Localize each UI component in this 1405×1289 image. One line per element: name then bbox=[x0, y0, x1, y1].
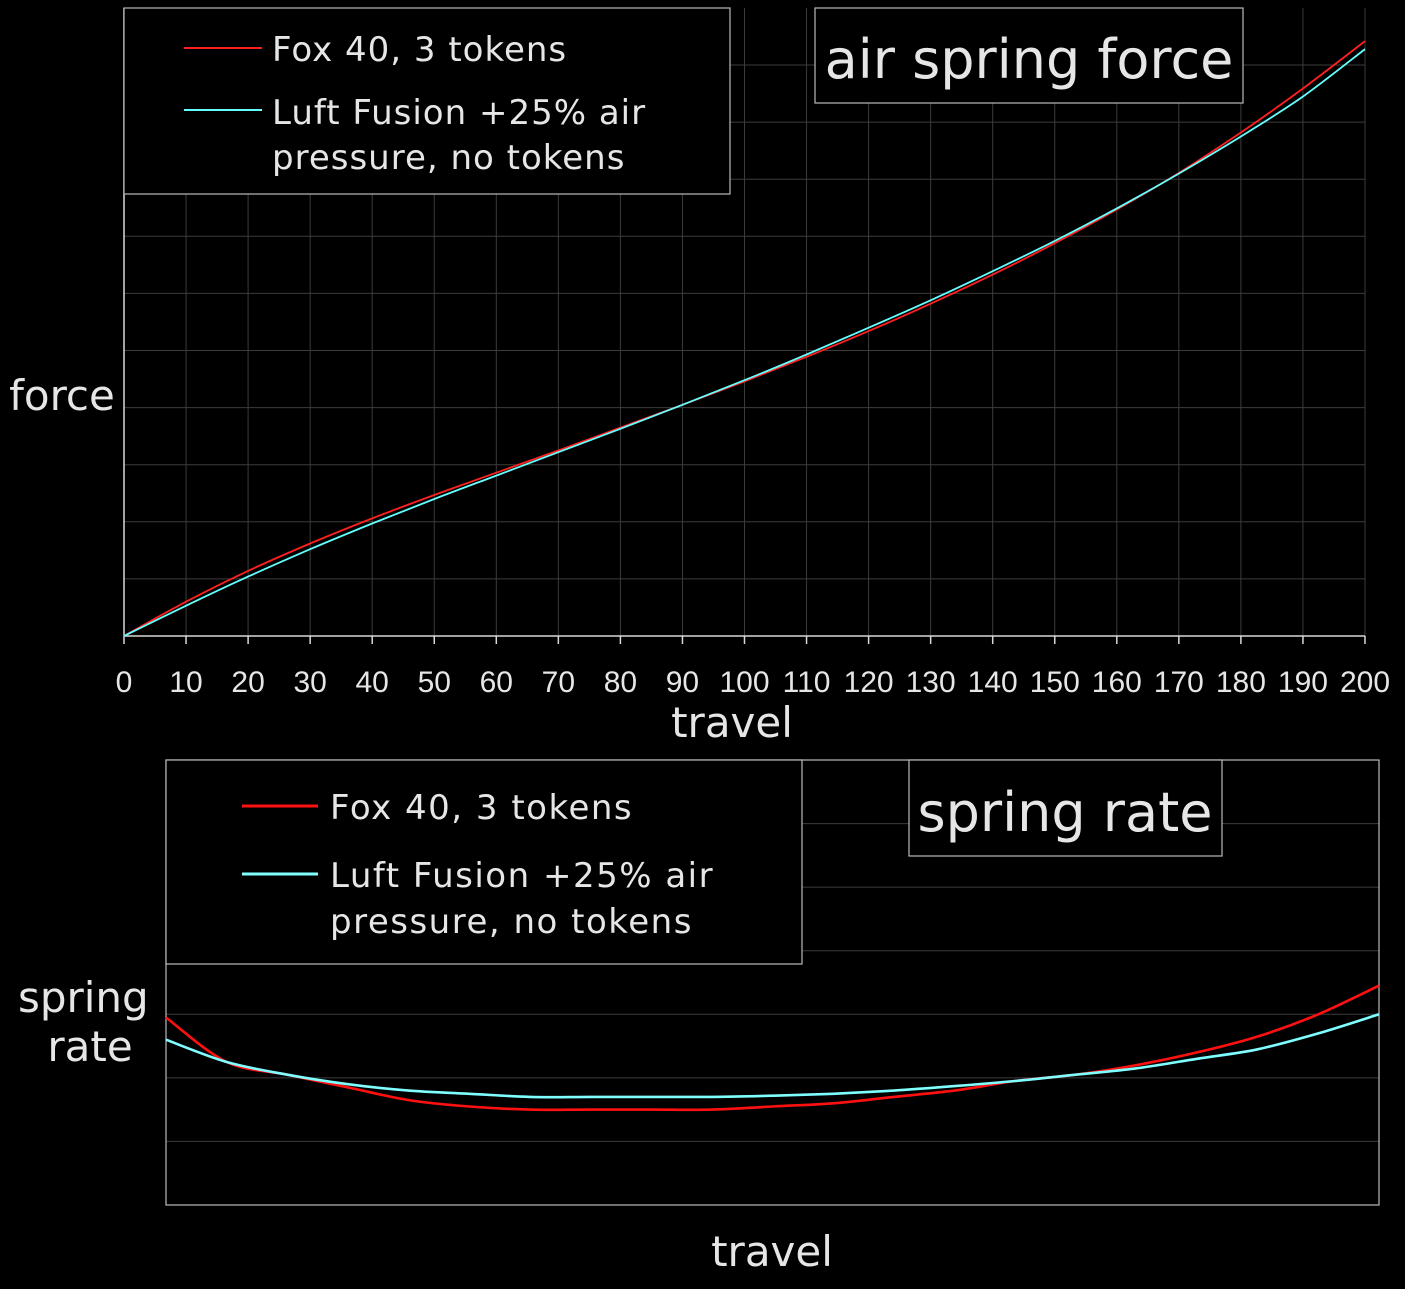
spring-rate-x-axis-label: travel bbox=[711, 1227, 833, 1276]
spring-rate-series-fox-line bbox=[165, 984, 1380, 1112]
force-x-tick-label: 40 bbox=[356, 666, 389, 699]
spring-rate-title-frame bbox=[908, 759, 1223, 857]
spring-rate-y-axis-label-line-1: spring bbox=[18, 973, 149, 1022]
spring-rate-y-axis-label: spring rate bbox=[18, 973, 162, 1071]
force-x-tick-label: 190 bbox=[1278, 666, 1328, 699]
force-x-tick-label: 70 bbox=[542, 666, 575, 699]
spring-rate-chart-series bbox=[165, 984, 1380, 1112]
spring-rate-chart: spring rate travel Fox 40, 3 tokens Luft… bbox=[18, 759, 1380, 1276]
force-x-tick-label: 0 bbox=[116, 666, 133, 699]
force-chart-y-axis-label: force bbox=[9, 371, 115, 420]
force-chart-x-axis-label: travel bbox=[671, 698, 793, 747]
spring-rate-legend: Fox 40, 3 tokens Luft Fusion +25% air pr… bbox=[165, 759, 803, 965]
spring-legend-label-fox: Fox 40, 3 tokens bbox=[330, 788, 633, 828]
force-x-tick-label: 10 bbox=[169, 666, 202, 699]
force-x-tick-label: 20 bbox=[231, 666, 264, 699]
force-chart: 0 10 20 30 40 50 60 70 80 90 100 110 120 130 140 150 160… bbox=[9, 7, 1390, 747]
force-x-tick-label: 90 bbox=[666, 666, 699, 699]
force-chart-title-box: air spring force bbox=[814, 7, 1244, 104]
spring-rate-legend-box bbox=[165, 759, 803, 965]
force-chart-legend-box bbox=[123, 7, 731, 195]
force-legend-label-fox: Fox 40, 3 tokens bbox=[272, 30, 567, 70]
spring-legend-label-luft: Luft Fusion +25% air pressure, no tokens bbox=[330, 856, 726, 942]
force-legend-label-luft: Luft Fusion +25% air pressure, no tokens bbox=[272, 93, 658, 178]
force-x-tick-label: 130 bbox=[906, 666, 956, 699]
force-x-tick-label: 160 bbox=[1092, 666, 1142, 699]
force-x-tick-label: 60 bbox=[480, 666, 513, 699]
spring-rate-y-axis-label-line-2: rate bbox=[47, 1022, 132, 1071]
force-x-tick-label: 80 bbox=[604, 666, 637, 699]
force-x-tick-label: 30 bbox=[293, 666, 326, 699]
force-legend-label-luft-line-2: pressure, no tokens bbox=[272, 138, 625, 178]
force-chart-legend: Fox 40, 3 tokens Luft Fusion +25% air pr… bbox=[123, 7, 731, 195]
force-series-luft-line bbox=[123, 48, 1366, 637]
force-x-tick-label: 170 bbox=[1154, 666, 1204, 699]
force-x-tick-label: 100 bbox=[719, 666, 769, 699]
spring-rate-title-box: spring rate bbox=[908, 759, 1223, 857]
force-x-tick-label: 110 bbox=[783, 666, 831, 699]
force-x-tick-label: 200 bbox=[1340, 666, 1390, 699]
spring-legend-label-luft-line-2: pressure, no tokens bbox=[330, 902, 693, 942]
spring-rate-series-luft-line bbox=[165, 1013, 1380, 1099]
spring-rate-chart-title: spring rate bbox=[918, 781, 1213, 844]
force-chart-title: air spring force bbox=[825, 28, 1234, 91]
force-x-tick-label: 140 bbox=[968, 666, 1018, 699]
force-x-tick-label: 50 bbox=[418, 666, 451, 699]
spring-legend-label-luft-line-1: Luft Fusion +25% air bbox=[330, 856, 714, 896]
force-x-tick-label: 150 bbox=[1030, 666, 1080, 699]
force-x-tick-label: 180 bbox=[1216, 666, 1266, 699]
force-chart-title-frame bbox=[814, 7, 1244, 104]
force-x-tick-label: 120 bbox=[844, 666, 894, 699]
force-chart-series bbox=[123, 40, 1366, 637]
force-chart-x-tick-labels: 0 10 20 30 40 50 60 70 80 90 100 110 120 130 140 150 160… bbox=[116, 636, 1390, 699]
force-legend-label-luft-line-1: Luft Fusion +25% air bbox=[272, 93, 646, 133]
